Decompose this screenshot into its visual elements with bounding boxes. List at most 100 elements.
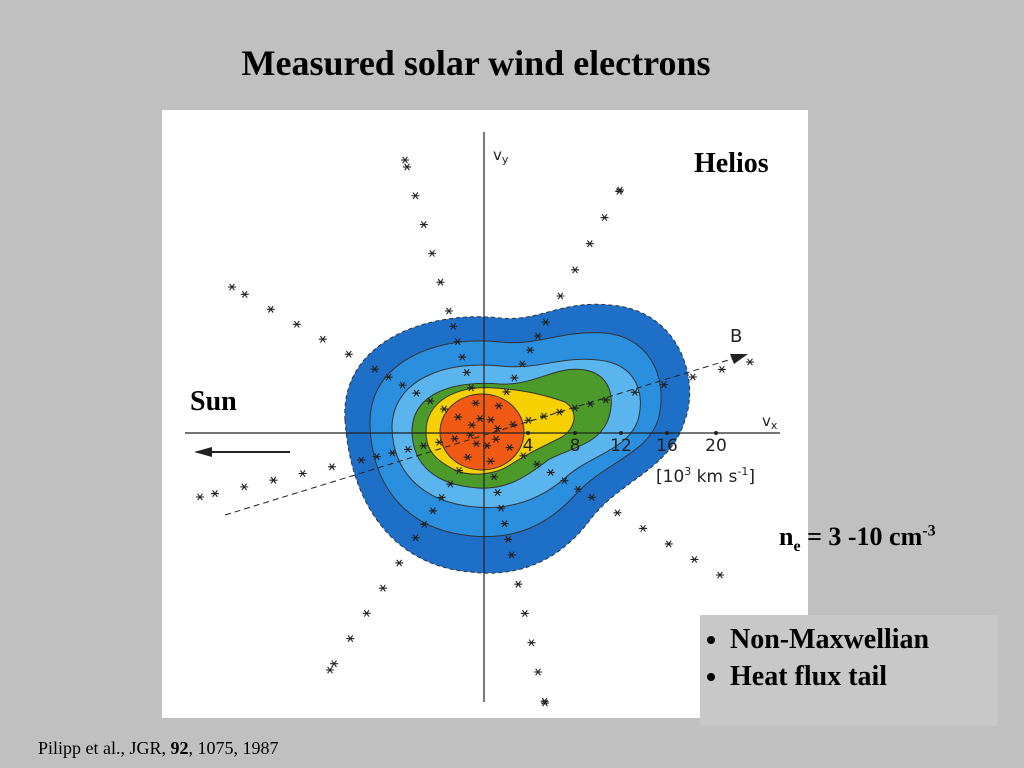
asterisk <box>435 438 444 446</box>
asterisk <box>526 346 535 354</box>
asterisk <box>476 415 485 423</box>
asterisk <box>717 365 726 373</box>
asterisk <box>518 360 527 368</box>
x-tick-label: 8 <box>570 436 581 456</box>
asterisk <box>539 412 548 420</box>
asterisk <box>419 442 428 450</box>
asterisk <box>519 452 528 460</box>
asterisk <box>210 490 219 498</box>
asterisk <box>466 431 475 439</box>
x-tick-label: 20 <box>705 436 727 456</box>
asterisk <box>240 483 249 491</box>
asterisk <box>541 318 550 326</box>
asterisk <box>428 249 437 257</box>
x-tick-label: 16 <box>656 436 678 456</box>
asterisk <box>419 221 428 229</box>
asterisk <box>600 214 609 222</box>
slide-title: Measured solar wind electrons <box>241 43 711 83</box>
figure: vy vx B 4 8 12 16 20 [103 km s-1] <box>162 110 808 718</box>
asterisk <box>372 453 381 461</box>
contour-core <box>439 393 525 471</box>
asterisk <box>616 186 624 194</box>
asterisk <box>556 292 565 300</box>
asterisk <box>639 524 648 532</box>
citation-text: Pilipp et al., JGR, <box>38 738 171 758</box>
asterisk <box>362 609 371 617</box>
asterisk <box>586 400 595 408</box>
asterisk <box>318 335 327 343</box>
asterisk <box>555 408 564 416</box>
tick-dot <box>573 431 577 435</box>
asterisk <box>463 453 472 461</box>
asterisk <box>411 192 420 200</box>
x-tick-labels: 4 8 12 16 20 <box>523 431 727 456</box>
tick-dot <box>714 431 718 435</box>
citation-text: , 1075, 1987 <box>188 738 279 758</box>
asterisk <box>269 476 278 484</box>
asterisk <box>500 520 509 528</box>
density: ne = 3 -10 cm-3 <box>779 522 936 556</box>
bullet: Heat flux tail <box>730 658 998 695</box>
asterisk <box>446 480 455 488</box>
asterisk <box>196 493 204 501</box>
x-tick-label: 12 <box>610 436 632 456</box>
asterisk <box>472 440 481 448</box>
asterisk <box>688 373 697 381</box>
asterisk <box>428 507 437 515</box>
asterisk <box>426 397 435 405</box>
asterisk <box>507 551 516 559</box>
asterisk <box>467 421 476 429</box>
asterisk <box>560 477 569 485</box>
asterisk <box>228 283 236 291</box>
asterisk <box>664 540 673 548</box>
unit-label: [103 km s-1] <box>656 465 755 487</box>
bullet: Non-Maxwellian <box>730 621 998 658</box>
asterisk <box>378 584 387 592</box>
asterisk <box>494 402 503 410</box>
asterisk <box>524 416 533 424</box>
contours <box>344 303 691 574</box>
asterisk <box>326 666 334 674</box>
asterisk <box>458 353 467 361</box>
asterisk <box>497 504 506 512</box>
bullet-box: Non-Maxwellian Heat flux tail <box>700 615 998 726</box>
asterisk <box>546 468 555 476</box>
asterisk <box>509 420 518 428</box>
b-label: B <box>730 326 742 347</box>
asterisk <box>746 358 754 366</box>
asterisk <box>395 559 404 567</box>
asterisk <box>436 278 445 286</box>
asterisk <box>453 413 462 421</box>
asterisk <box>483 442 492 450</box>
asterisk <box>411 534 420 542</box>
asterisk <box>502 388 511 396</box>
asterisk <box>493 424 502 432</box>
density-value: = 3 -10 cm <box>800 522 923 551</box>
asterisk <box>504 535 513 543</box>
asterisk <box>384 373 393 381</box>
asterisk <box>527 639 536 647</box>
density-sub: e <box>793 538 801 556</box>
asterisk <box>534 668 543 676</box>
asterisk <box>403 445 412 453</box>
helios-label: Helios <box>694 148 769 179</box>
asterisk <box>585 240 594 248</box>
asterisk <box>346 635 355 643</box>
asterisk <box>240 290 249 298</box>
asterisk <box>292 320 301 328</box>
sun-label: Sun <box>190 386 237 417</box>
citation-volume: 92 <box>170 738 189 758</box>
asterisk <box>533 332 542 340</box>
asterisk <box>357 456 366 464</box>
asterisk <box>298 469 307 478</box>
b-field-line <box>224 357 736 516</box>
citation: Pilipp et al., JGR, 92, 1075, 1987 <box>38 738 279 759</box>
asterisk <box>510 374 519 382</box>
x-tick-label: 4 <box>523 436 534 456</box>
asterisk <box>490 473 499 481</box>
asterisk <box>388 449 397 457</box>
asterisk <box>453 338 462 346</box>
tick-dot <box>665 431 669 435</box>
